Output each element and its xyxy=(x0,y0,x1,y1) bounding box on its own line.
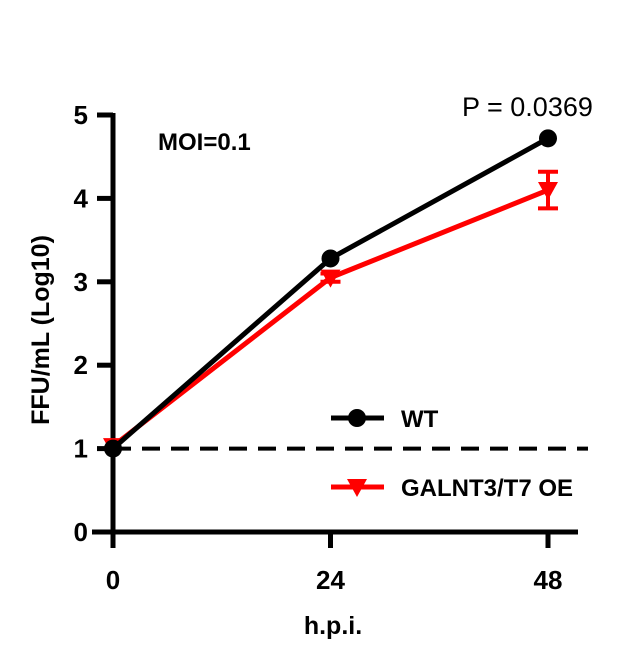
data-point xyxy=(539,129,557,148)
y-tick-label: 3 xyxy=(74,267,88,297)
series-line xyxy=(111,187,549,449)
series-line xyxy=(111,136,550,451)
x-tick-label: 48 xyxy=(534,565,563,595)
moi-annotation: MOI=0.1 xyxy=(158,129,251,156)
y-ticks: 0 1 2 3 4 5 xyxy=(74,100,113,547)
legend: WT GALNT3/T7 OE xyxy=(331,406,573,502)
y-tick-label: 0 xyxy=(74,517,88,547)
x-tick-label: 0 xyxy=(106,565,120,595)
y-tick-label: 2 xyxy=(74,350,88,380)
series-layer xyxy=(103,129,558,458)
legend-label: GALNT3/T7 OE xyxy=(401,475,573,502)
y-axis-title: FFU/mL (Log10) xyxy=(27,235,55,425)
x-axis-title: h.p.i. xyxy=(304,612,362,640)
x-ticks: 0 24 48 xyxy=(106,532,563,595)
data-point xyxy=(321,249,340,268)
data-point xyxy=(320,269,341,288)
data-point xyxy=(538,182,558,201)
legend-marker xyxy=(347,479,367,497)
y-tick-label: 5 xyxy=(74,100,88,130)
data-point xyxy=(104,439,122,458)
legend-marker xyxy=(348,409,366,427)
y-tick-label: 4 xyxy=(74,183,89,213)
legend-label: WT xyxy=(401,406,439,433)
y-tick-label: 1 xyxy=(74,434,88,464)
x-tick-label: 24 xyxy=(316,565,345,595)
pvalue-annotation: P = 0.0369 xyxy=(462,92,593,122)
